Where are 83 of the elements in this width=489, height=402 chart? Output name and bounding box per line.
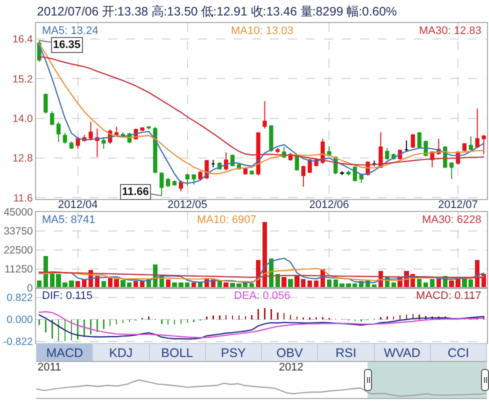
series-label: DIF: 0.115: [42, 290, 93, 302]
tab-label: MACD: [46, 346, 84, 360]
candlestick: [462, 142, 467, 152]
candlestick: [62, 132, 68, 144]
bar: [282, 277, 286, 288]
candlestick: [417, 132, 422, 149]
y-tick-label: 45000: [4, 206, 34, 219]
tab-label: CCI: [448, 346, 470, 360]
line-series: [38, 56, 484, 166]
text: MA10: 13.03: [231, 25, 294, 37]
bar: [288, 278, 293, 288]
candlestick: [449, 162, 454, 180]
x-tick-label: 2012: [278, 362, 304, 374]
candlestick: [294, 154, 300, 172]
tab-label: WVAD: [384, 346, 420, 360]
candlestick: [153, 126, 158, 174]
annotation: 16.35: [53, 39, 81, 51]
candlestick: [185, 173, 190, 186]
candlestick: [250, 170, 254, 176]
y-tick-label: 16.4: [12, 34, 34, 46]
tab-label: RSI: [335, 346, 356, 360]
candlestick: [50, 110, 54, 126]
line-series: [38, 268, 484, 282]
y-tick-label: 0.000: [6, 314, 34, 326]
candlestick: [211, 159, 216, 168]
candlestick: [482, 134, 486, 155]
line-series: [38, 258, 484, 284]
candlestick: [372, 160, 376, 167]
y-tick-label: 11250: [4, 264, 34, 276]
candlestick: [468, 136, 473, 151]
candlestick: [160, 172, 164, 196]
candlestick: [56, 121, 61, 143]
candlestick: [192, 174, 196, 185]
candlestick: [269, 124, 274, 153]
y-tick-label: -0.822: [3, 336, 34, 348]
y-tick-label: 14.0: [12, 112, 34, 125]
candlestick: [243, 167, 248, 176]
candlestick: [172, 180, 177, 186]
y-tick-label: 11.6: [13, 192, 34, 204]
candlestick: [262, 100, 267, 130]
x-tick-label: 2012/05: [168, 199, 208, 212]
x-tick-label: 2011: [37, 362, 62, 374]
tab-label: OBV: [276, 346, 303, 360]
y-tick-label: 12.8: [12, 152, 34, 165]
x-tick-label: 2012/04: [58, 199, 98, 212]
candlestick: [475, 108, 480, 149]
candlestick: [276, 148, 280, 154]
tab-label: PSY: [220, 346, 246, 360]
tab-label: BOLL: [161, 346, 194, 360]
series-label: MA5: 13.24: [42, 25, 98, 37]
y-tick-label: 0.822: [6, 292, 34, 304]
candlestick: [346, 170, 351, 176]
candlestick: [198, 170, 202, 180]
y-tick-label: 22500: [4, 244, 34, 257]
y-tick-label: 33750: [4, 226, 34, 238]
candlestick: [308, 158, 312, 174]
candlestick: [88, 121, 93, 141]
candlestick: [140, 127, 144, 132]
candlestick: [410, 133, 415, 149]
candlestick: [256, 132, 260, 176]
text: MA30: 6228: [422, 214, 482, 226]
chart-title: 2012/07/06 开:13.38 高:13.50 低:12.91 收:13.46 量:8299 幅:0.60%: [37, 4, 397, 18]
series-label: MACD: 0.117: [416, 290, 482, 302]
tab-label: KDJ: [109, 346, 133, 360]
annotation: 11.66: [122, 186, 149, 198]
candlestick: [102, 136, 106, 150]
candlestick: [146, 126, 151, 130]
text: MA10: 6907: [197, 214, 256, 226]
candlestick: [301, 165, 306, 188]
x-tick-label: 2012/06: [309, 199, 350, 212]
text: MA5: 8741: [42, 214, 96, 226]
y-tick-label: 15.2: [12, 73, 34, 86]
candlestick: [69, 140, 74, 150]
candlestick: [404, 140, 409, 153]
candlestick: [44, 92, 48, 114]
candlestick: [166, 177, 170, 188]
candlestick: [385, 148, 390, 160]
candlestick: [76, 136, 80, 150]
candlestick: [114, 126, 119, 135]
text: DEA: 0.056: [234, 290, 290, 302]
text: MA30: 12.83: [419, 25, 482, 37]
y-tick-label: 0: [27, 282, 34, 295]
x-tick-label: 2012/07: [438, 199, 478, 212]
